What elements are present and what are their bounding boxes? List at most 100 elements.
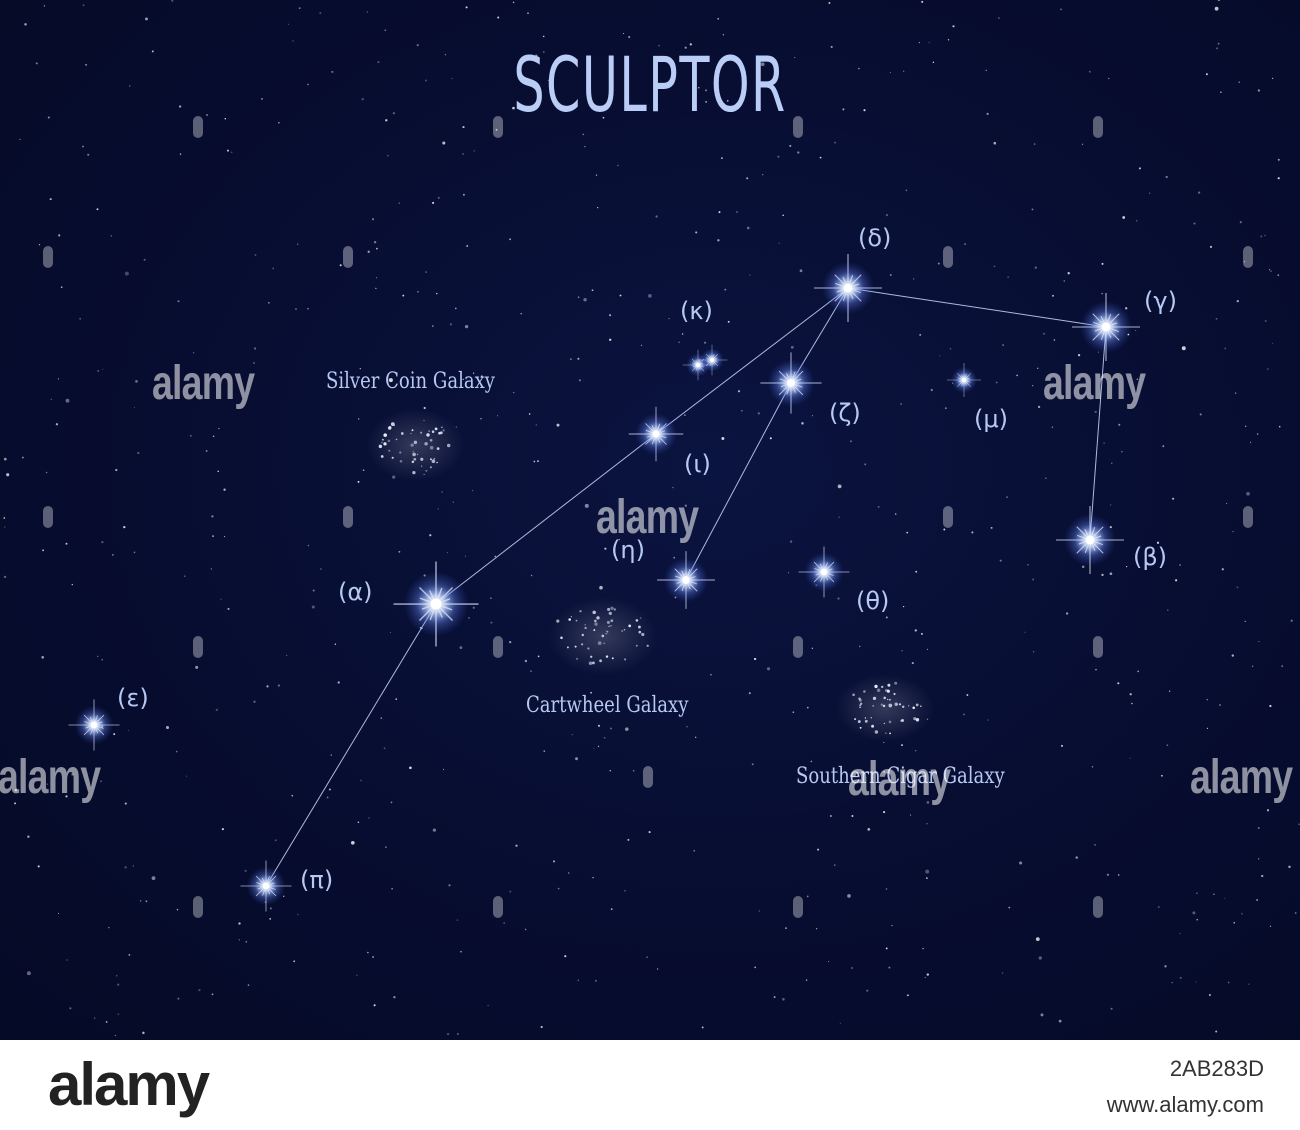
star-label-alpha: (α) bbox=[338, 578, 373, 606]
background-star bbox=[758, 910, 761, 912]
background-star bbox=[1168, 690, 1171, 692]
background-star bbox=[190, 435, 192, 437]
background-star bbox=[753, 657, 757, 661]
background-star bbox=[1220, 91, 1222, 93]
background-star bbox=[717, 17, 720, 20]
background-star bbox=[1136, 378, 1139, 381]
background-star bbox=[754, 966, 757, 969]
background-star bbox=[417, 291, 419, 293]
background-star bbox=[1027, 563, 1029, 566]
background-star bbox=[1258, 641, 1260, 643]
background-star bbox=[681, 333, 684, 335]
background-star bbox=[695, 736, 697, 738]
background-star bbox=[330, 754, 332, 756]
background-star bbox=[437, 508, 439, 510]
background-star bbox=[883, 741, 885, 744]
background-star bbox=[266, 685, 269, 688]
background-star bbox=[1218, 703, 1222, 707]
watermark-mark bbox=[793, 116, 803, 138]
background-star bbox=[22, 456, 24, 459]
background-star bbox=[924, 976, 926, 978]
background-star bbox=[285, 654, 288, 657]
background-star bbox=[50, 398, 53, 401]
background-star bbox=[495, 129, 498, 131]
background-star bbox=[429, 534, 432, 537]
background-star bbox=[684, 46, 687, 49]
background-star bbox=[1234, 392, 1237, 394]
background-star bbox=[568, 872, 570, 874]
background-star bbox=[741, 410, 743, 412]
background-star bbox=[132, 865, 134, 867]
background-star bbox=[1034, 266, 1037, 269]
background-star bbox=[129, 85, 131, 87]
background-star bbox=[913, 278, 915, 280]
background-star bbox=[597, 724, 601, 727]
watermark-mark bbox=[343, 506, 353, 528]
background-star bbox=[472, 490, 474, 492]
background-star bbox=[449, 323, 453, 326]
watermark-mark bbox=[1093, 116, 1103, 138]
background-star bbox=[1110, 1007, 1113, 1010]
background-star bbox=[1277, 274, 1280, 277]
background-star bbox=[718, 211, 721, 214]
background-star bbox=[1197, 191, 1201, 194]
background-star bbox=[512, 1, 515, 4]
background-star bbox=[19, 138, 21, 141]
background-star bbox=[1101, 292, 1103, 295]
background-star bbox=[165, 725, 170, 730]
background-star bbox=[944, 407, 947, 410]
background-star bbox=[592, 876, 594, 879]
background-star bbox=[1227, 981, 1230, 984]
site-url: www.alamy.com bbox=[1106, 1092, 1264, 1117]
background-star bbox=[1101, 573, 1104, 577]
background-star bbox=[609, 314, 612, 317]
background-star bbox=[35, 62, 38, 65]
background-star bbox=[277, 684, 280, 687]
background-star bbox=[41, 655, 45, 659]
background-star bbox=[58, 234, 61, 237]
background-star bbox=[837, 597, 840, 600]
background-star bbox=[1002, 344, 1004, 346]
background-star bbox=[307, 83, 309, 86]
background-star bbox=[384, 29, 387, 32]
background-star bbox=[889, 71, 891, 74]
background-star bbox=[726, 100, 729, 102]
background-star bbox=[373, 241, 377, 244]
background-star bbox=[512, 106, 515, 110]
background-star bbox=[472, 606, 475, 609]
background-star bbox=[1165, 175, 1168, 179]
background-star bbox=[906, 994, 909, 997]
watermark-mark bbox=[1243, 246, 1253, 268]
background-star bbox=[999, 559, 1002, 562]
background-star bbox=[817, 848, 820, 851]
background-star bbox=[455, 307, 457, 310]
background-star bbox=[648, 831, 651, 834]
background-star bbox=[543, 750, 546, 752]
background-star bbox=[215, 708, 218, 712]
background-star bbox=[1103, 442, 1105, 444]
background-star bbox=[537, 460, 539, 462]
background-star bbox=[108, 927, 110, 929]
background-star bbox=[604, 547, 607, 550]
background-star bbox=[375, 287, 377, 290]
background-star bbox=[535, 54, 538, 57]
background-star bbox=[1157, 905, 1160, 909]
background-star bbox=[1224, 897, 1226, 899]
background-star bbox=[1149, 192, 1151, 194]
background-star bbox=[1164, 965, 1167, 968]
background-star bbox=[1118, 423, 1121, 426]
galaxy-label-cartwheel: Cartwheel Galaxy bbox=[526, 693, 689, 718]
background-star bbox=[885, 888, 888, 890]
background-star bbox=[358, 418, 360, 420]
background-star bbox=[339, 264, 342, 267]
background-star bbox=[253, 700, 256, 703]
background-star bbox=[124, 866, 127, 869]
background-star bbox=[1001, 972, 1004, 974]
background-star bbox=[1272, 77, 1274, 80]
background-star bbox=[1216, 47, 1219, 50]
background-star bbox=[392, 112, 396, 115]
background-star bbox=[110, 234, 113, 237]
background-star bbox=[748, 692, 751, 695]
background-star bbox=[361, 98, 364, 101]
watermark-mark bbox=[43, 506, 53, 528]
